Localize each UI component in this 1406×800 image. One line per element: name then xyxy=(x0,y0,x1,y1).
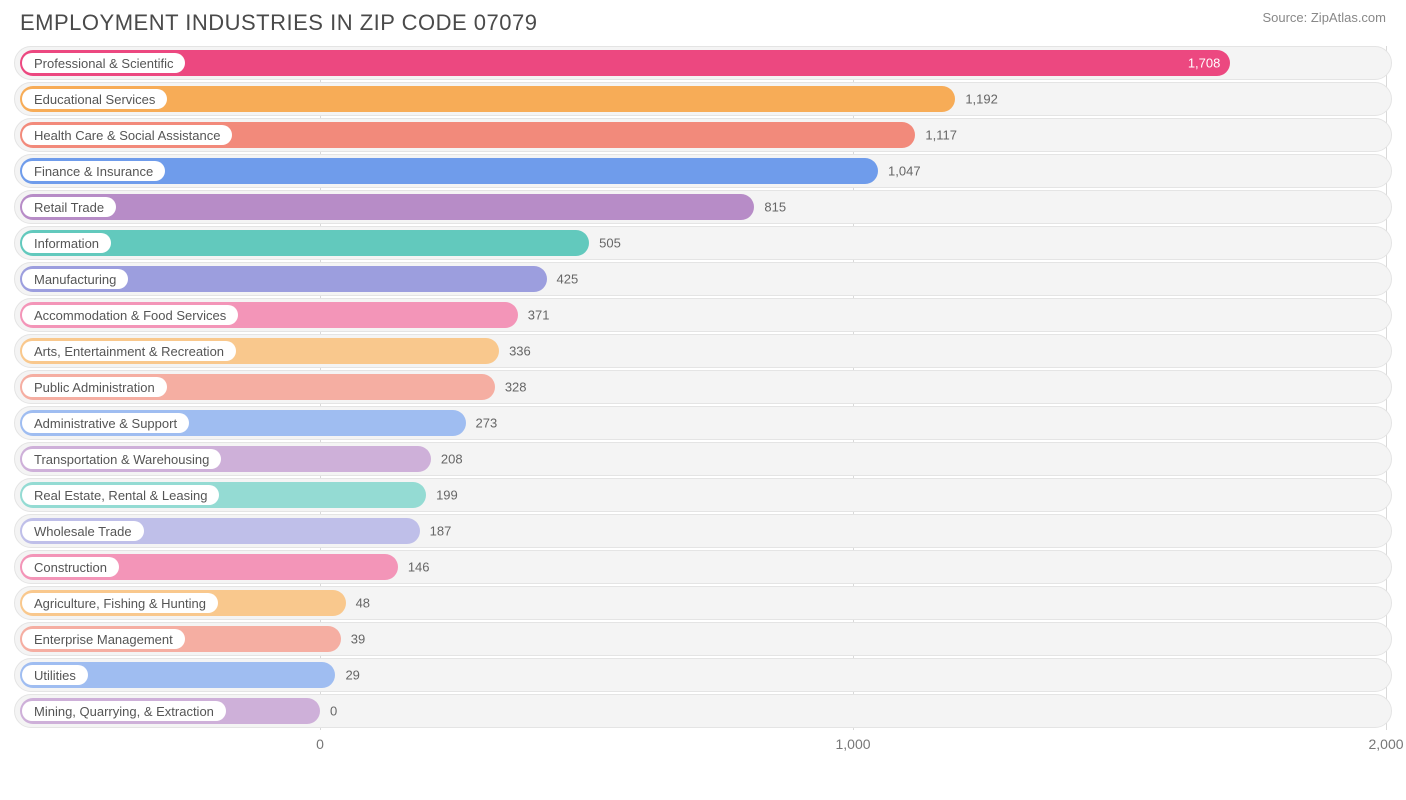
bar-row: Transportation & Warehousing 208 xyxy=(14,442,1392,476)
source-name: ZipAtlas.com xyxy=(1311,10,1386,25)
bar-track xyxy=(20,410,1386,436)
bar-label: Educational Services xyxy=(22,89,167,109)
x-axis-tick: 2,000 xyxy=(1368,736,1403,752)
chart-title: EMPLOYMENT INDUSTRIES IN ZIP CODE 07079 xyxy=(20,10,538,36)
bar-row: Retail Trade 815 xyxy=(14,190,1392,224)
bar-row: Manufacturing 425 xyxy=(14,262,1392,296)
bar-value: 208 xyxy=(441,452,463,467)
bar-row: Public Administration 328 xyxy=(14,370,1392,404)
x-axis: 01,0002,000 xyxy=(14,730,1392,760)
bar-label: Agriculture, Fishing & Hunting xyxy=(22,593,218,613)
bar-label: Enterprise Management xyxy=(22,629,185,649)
bar-label: Public Administration xyxy=(22,377,167,397)
bar-row: Administrative & Support 273 xyxy=(14,406,1392,440)
bar-track xyxy=(20,158,1386,184)
bar-value: 425 xyxy=(557,272,579,287)
bar-label: Wholesale Trade xyxy=(22,521,144,541)
bar-row: Accommodation & Food Services 371 xyxy=(14,298,1392,332)
bar-value: 199 xyxy=(436,488,458,503)
bar-label: Real Estate, Rental & Leasing xyxy=(22,485,219,505)
bar-track xyxy=(20,554,1386,580)
bar-row: Professional & Scientific 1,708 xyxy=(14,46,1392,80)
bar-label: Finance & Insurance xyxy=(22,161,165,181)
bar-label: Utilities xyxy=(22,665,88,685)
bar-value: 1,047 xyxy=(888,164,921,179)
bar-track xyxy=(20,194,1386,220)
bar-fill xyxy=(20,194,754,220)
bar-row: Mining, Quarrying, & Extraction 0 xyxy=(14,694,1392,728)
bar-track xyxy=(20,266,1386,292)
bar-row: Construction 146 xyxy=(14,550,1392,584)
bar-label: Arts, Entertainment & Recreation xyxy=(22,341,236,361)
bar-row: Agriculture, Fishing & Hunting 48 xyxy=(14,586,1392,620)
bar-value: 273 xyxy=(476,416,498,431)
bar-value: 1,117 xyxy=(925,128,957,143)
bar-label: Professional & Scientific xyxy=(22,53,185,73)
bar-row: Utilities 29 xyxy=(14,658,1392,692)
bar-value: 1,192 xyxy=(965,92,998,107)
bar-value: 328 xyxy=(505,380,527,395)
bar-row: Educational Services 1,192 xyxy=(14,82,1392,116)
bar-value: 187 xyxy=(430,524,452,539)
bar-value: 371 xyxy=(528,308,550,323)
bar-row: Information 505 xyxy=(14,226,1392,260)
bar-row: Arts, Entertainment & Recreation 336 xyxy=(14,334,1392,368)
bar-value: 146 xyxy=(408,560,430,575)
bar-label: Mining, Quarrying, & Extraction xyxy=(22,701,226,721)
bar-row: Wholesale Trade 187 xyxy=(14,514,1392,548)
chart-area: Professional & Scientific 1,708 Educationa… xyxy=(0,40,1406,800)
bar-row: Finance & Insurance 1,047 xyxy=(14,154,1392,188)
bar-label: Transportation & Warehousing xyxy=(22,449,221,469)
bar-track xyxy=(20,482,1386,508)
bar-row: Enterprise Management 39 xyxy=(14,622,1392,656)
bar-label: Construction xyxy=(22,557,119,577)
chart-plot: Professional & Scientific 1,708 Educationa… xyxy=(14,46,1392,728)
bar-label: Manufacturing xyxy=(22,269,128,289)
bar-label: Administrative & Support xyxy=(22,413,189,433)
bar-track xyxy=(20,50,1386,76)
bar-label: Retail Trade xyxy=(22,197,116,217)
bar-track xyxy=(20,374,1386,400)
bar-track xyxy=(20,662,1386,688)
bar-track xyxy=(20,518,1386,544)
chart-header: EMPLOYMENT INDUSTRIES IN ZIP CODE 07079 … xyxy=(0,0,1406,40)
chart-source: Source: ZipAtlas.com xyxy=(1262,10,1386,25)
bar-value: 815 xyxy=(764,200,786,215)
bar-value: 505 xyxy=(599,236,621,251)
bar-track xyxy=(20,590,1386,616)
bar-value: 0 xyxy=(330,704,337,719)
bar-value: 29 xyxy=(345,668,359,683)
bar-label: Accommodation & Food Services xyxy=(22,305,238,325)
x-axis-tick: 0 xyxy=(316,736,324,752)
bar-track xyxy=(20,446,1386,472)
bar-fill xyxy=(20,50,1230,76)
bar-value: 48 xyxy=(356,596,370,611)
bar-value: 336 xyxy=(509,344,531,359)
bar-row: Health Care & Social Assistance 1,117 xyxy=(14,118,1392,152)
x-axis-tick: 1,000 xyxy=(835,736,870,752)
bar-value: 39 xyxy=(351,632,365,647)
bar-label: Health Care & Social Assistance xyxy=(22,125,232,145)
bar-value: 1,708 xyxy=(1188,56,1221,71)
bar-track xyxy=(20,86,1386,112)
bar-row: Real Estate, Rental & Leasing 199 xyxy=(14,478,1392,512)
bar-label: Information xyxy=(22,233,111,253)
bar-track xyxy=(20,626,1386,652)
bar-track xyxy=(20,230,1386,256)
source-prefix: Source: xyxy=(1262,10,1310,25)
